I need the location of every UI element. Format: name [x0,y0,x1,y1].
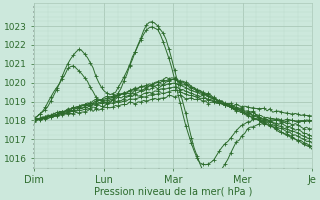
X-axis label: Pression niveau de la mer( hPa ): Pression niveau de la mer( hPa ) [94,187,252,197]
